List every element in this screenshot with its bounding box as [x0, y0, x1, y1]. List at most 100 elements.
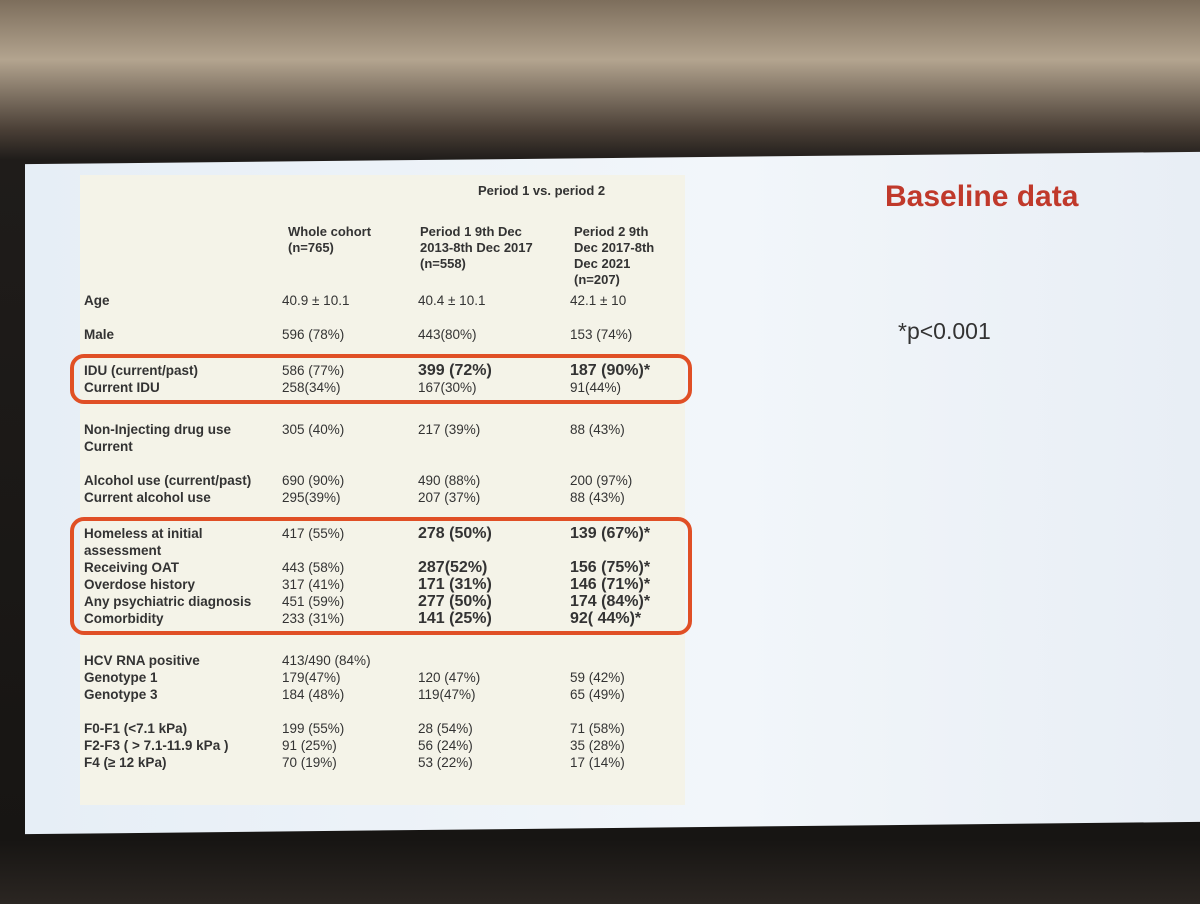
column-header: Whole cohort (n=765): [288, 224, 372, 255]
slide-title: Baseline data: [885, 180, 1079, 213]
table-row: Non-Injecting drug use Current 305 (40%) 2…: [84, 421, 684, 455]
row-group: F0-F1 (<7.1 kPa) 199 (55%) 28 (54%) 71 (58%…: [84, 720, 684, 771]
cell: 317 (41%): [282, 577, 345, 592]
cell: 174 (84%)*: [570, 593, 651, 610]
cell: 92( 44%)*: [570, 610, 642, 627]
highlighted-group: Homeless at initial assessment 417 (55%) 2…: [70, 517, 692, 635]
cell: 119(47%): [418, 687, 476, 702]
row-label: Receiving OAT: [84, 560, 180, 575]
table-row: Comorbidity 233 (31%) 141 (25%) 92( 44%)*: [84, 610, 688, 627]
cell: 139 (67%)*: [570, 525, 651, 542]
cell: 207 (37%): [418, 490, 481, 505]
table-row: Any psychiatric diagnosis 451 (59%) 277 (5…: [84, 593, 688, 610]
row-label: IDU (current/past): [84, 363, 199, 378]
row-label: Male: [84, 327, 115, 342]
row-label: F0-F1 (<7.1 kPa): [84, 721, 188, 736]
table-row: Current IDU 258(34%) 167(30%) 91(44%): [84, 379, 688, 396]
cell: 28 (54%): [418, 721, 473, 736]
table-row: Overdose history 317 (41%) 171 (31%) 146 (7…: [84, 576, 688, 593]
cell: 171 (31%): [418, 576, 492, 593]
cell: 40.4 ± 10.1: [418, 293, 486, 308]
highlighted-group: IDU (current/past) 586 (77%) 399 (72%) 187 …: [70, 354, 692, 404]
table-row: Homeless at initial assessment 417 (55%) 2…: [84, 525, 688, 559]
cell: 596 (78%): [282, 327, 345, 342]
row-label: F4 (≥ 12 kPa): [84, 755, 167, 770]
row-label: Age: [84, 293, 110, 308]
cell: 35 (28%): [570, 738, 625, 753]
cell: 305 (40%): [282, 422, 345, 437]
footnote: *p<0.001: [898, 318, 991, 344]
cell: 217 (39%): [418, 422, 481, 437]
cell: 141 (25%): [418, 610, 492, 627]
column-header: Period 1 9th Dec 2013-8th Dec 2017 (n=55…: [420, 224, 533, 271]
cell: 70 (19%): [282, 755, 337, 770]
table-row: Genotype 3 184 (48%) 119(47%) 65 (49%): [84, 686, 684, 703]
table-row: F0-F1 (<7.1 kPa) 199 (55%) 28 (54%) 71 (58%…: [84, 720, 684, 737]
row-label: Overdose history: [84, 577, 196, 592]
cell: 56 (24%): [418, 738, 473, 753]
cell: 399 (72%): [418, 362, 492, 379]
row-label: Genotype 1: [84, 670, 158, 685]
cell: 42.1 ± 10: [570, 293, 627, 308]
row-group: Age 40.9 ± 10.1 40.4 ± 10.1 42.1 ± 10: [84, 292, 684, 309]
cell: 53 (22%): [418, 755, 473, 770]
row-group: Non-Injecting drug use Current 305 (40%) 2…: [84, 421, 684, 455]
cell: 91(44%): [570, 380, 622, 395]
row-group: Alcohol use (current/past) 690 (90%) 490 (…: [84, 472, 684, 506]
cell: 443(80%): [418, 327, 477, 342]
table-row: Male 596 (78%) 443(80%) 153 (74%): [84, 326, 684, 343]
cell: 40.9 ± 10.1: [282, 293, 350, 308]
table-row: F2-F3 ( > 7.1-11.9 kPa ) 91 (25%) 56 (24%)…: [84, 737, 684, 754]
cell: 277 (50%): [418, 593, 492, 610]
cell: 167(30%): [418, 380, 477, 395]
row-label: Genotype 3: [84, 687, 158, 702]
table-row: HCV RNA positive 413/490 (84%): [84, 652, 684, 669]
row-label: Alcohol use (current/past): [84, 473, 252, 488]
cell: 200 (97%): [570, 473, 633, 488]
cell: 156 (75%)*: [570, 559, 651, 576]
cell: 146 (71%)*: [570, 576, 651, 593]
cell: 59 (42%): [570, 670, 625, 685]
cell: 586 (77%): [282, 363, 345, 378]
cell: 690 (90%): [282, 473, 345, 488]
cell: 233 (31%): [282, 611, 345, 626]
row-label: Comorbidity: [84, 611, 164, 626]
row-group: Male 596 (78%) 443(80%) 153 (74%): [84, 326, 684, 343]
row-label: Non-Injecting drug use Current: [84, 422, 231, 454]
table-row: Alcohol use (current/past) 690 (90%) 490 (…: [84, 472, 684, 489]
table-background: [80, 175, 685, 805]
cell: 490 (88%): [418, 473, 481, 488]
table-row: Genotype 1 179(47%) 120 (47%) 59 (42%): [84, 669, 684, 686]
table-row: Current alcohol use 295(39%) 207 (37%) 88 (…: [84, 489, 684, 506]
row-label: Current IDU: [84, 380, 160, 395]
cell: 71 (58%): [570, 721, 625, 736]
cell: 413/490 (84%): [282, 653, 371, 668]
row-label: F2-F3 ( > 7.1-11.9 kPa ): [84, 738, 229, 753]
table-body: Age 40.9 ± 10.1 40.4 ± 10.1 42.1 ± 10 Male 59…: [70, 292, 692, 788]
row-label: Current alcohol use: [84, 490, 211, 505]
cell: 120 (47%): [418, 670, 481, 685]
row-group: HCV RNA positive 413/490 (84%) Genotype 1 1…: [84, 652, 684, 703]
cell: 184 (48%): [282, 687, 345, 702]
cell: 258(34%): [282, 380, 341, 395]
cell: 451 (59%): [282, 594, 345, 609]
cell: 287(52%): [418, 559, 488, 576]
table-row: IDU (current/past) 586 (77%) 399 (72%) 187 …: [84, 362, 688, 379]
table-row: Receiving OAT 443 (58%) 287(52%) 156 (75%)*: [84, 559, 688, 576]
cell: 417 (55%): [282, 526, 345, 541]
cell: 179(47%): [282, 670, 341, 685]
cell: 443 (58%): [282, 560, 345, 575]
cell: 65 (49%): [570, 687, 625, 702]
cell: 199 (55%): [282, 721, 345, 736]
cell: 88 (43%): [570, 422, 625, 437]
cell: 278 (50%): [418, 525, 492, 542]
row-label: Any psychiatric diagnosis: [84, 594, 252, 609]
cell: 17 (14%): [570, 755, 625, 770]
cell: 187 (90%)*: [570, 362, 651, 379]
cell: 88 (43%): [570, 490, 625, 505]
table-row: Age 40.9 ± 10.1 40.4 ± 10.1 42.1 ± 10: [84, 292, 684, 309]
cell: 295(39%): [282, 490, 341, 505]
table-row: F4 (≥ 12 kPa) 70 (19%) 53 (22%) 17 (14%): [84, 754, 684, 771]
row-label: HCV RNA positive: [84, 653, 200, 668]
